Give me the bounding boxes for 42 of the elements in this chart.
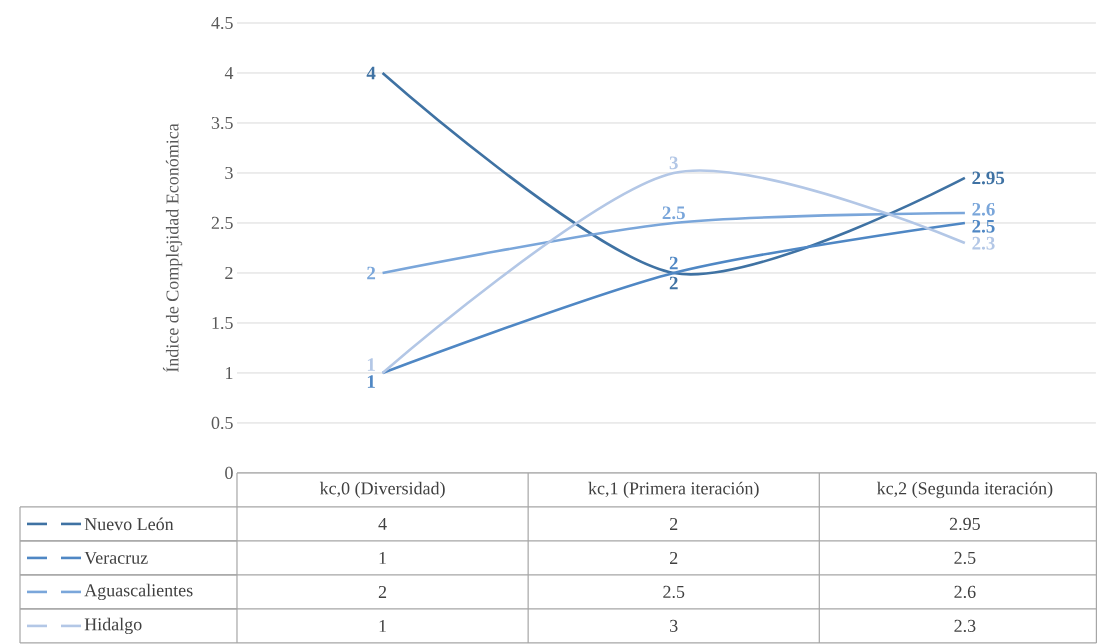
- text: 1: [367, 358, 375, 371]
- data-label: 2.3: [954, 619, 976, 633]
- data-label: 2.95: [949, 517, 980, 531]
- x-tick-label: kc,1 (Primera iteración): [588, 481, 759, 499]
- legend-label: Veracruz: [84, 551, 148, 564]
- text: 2: [669, 256, 678, 270]
- y-tick-label: 1: [226, 367, 233, 379]
- data-label: 3: [670, 619, 678, 632]
- x-tick-label: kc,2 (Segunda iteración): [877, 481, 1053, 499]
- text: 2.5: [972, 219, 995, 233]
- y-tick-label: 1.5: [212, 316, 233, 330]
- y-tick-label: 2.5: [211, 216, 233, 230]
- y-tick-label: 3: [225, 166, 233, 180]
- y-tick-label: 3.5: [211, 116, 233, 130]
- data-label: 2: [378, 586, 387, 598]
- legend-label: Nuevo León: [84, 517, 174, 531]
- text: 1: [367, 375, 375, 388]
- text: 4: [366, 66, 376, 80]
- data-label: 1: [379, 620, 386, 632]
- data-label: 2.5: [954, 551, 976, 565]
- text: 2.3: [972, 236, 995, 250]
- legend-label: Aguascalientes: [84, 583, 193, 601]
- text: 2: [367, 266, 376, 280]
- data-label: 4: [378, 518, 387, 530]
- data-label: 2.6: [954, 585, 976, 599]
- text: 2.6: [972, 202, 995, 216]
- legend-label: Hidalgo: [84, 617, 142, 635]
- data-label: 2.5: [663, 585, 685, 599]
- text: 2.95: [972, 171, 1005, 185]
- text: 2: [669, 276, 678, 290]
- text: 3: [669, 156, 678, 170]
- y-tick-label: 0.5: [211, 416, 233, 430]
- y-axis-title: Índice de Complejidad Económica: [162, 123, 183, 373]
- data-label: 2: [670, 518, 678, 530]
- text: 2.5: [662, 206, 685, 220]
- data-label: 2: [670, 552, 678, 564]
- y-tick-label: 4.5: [211, 16, 233, 30]
- y-tick-label: 4: [224, 67, 234, 79]
- y-tick-label: 0: [225, 466, 233, 480]
- data-label: 1: [379, 552, 386, 564]
- x-tick-label: kc,0 (Diversidad): [319, 481, 445, 499]
- y-tick-label: 2: [225, 267, 233, 279]
